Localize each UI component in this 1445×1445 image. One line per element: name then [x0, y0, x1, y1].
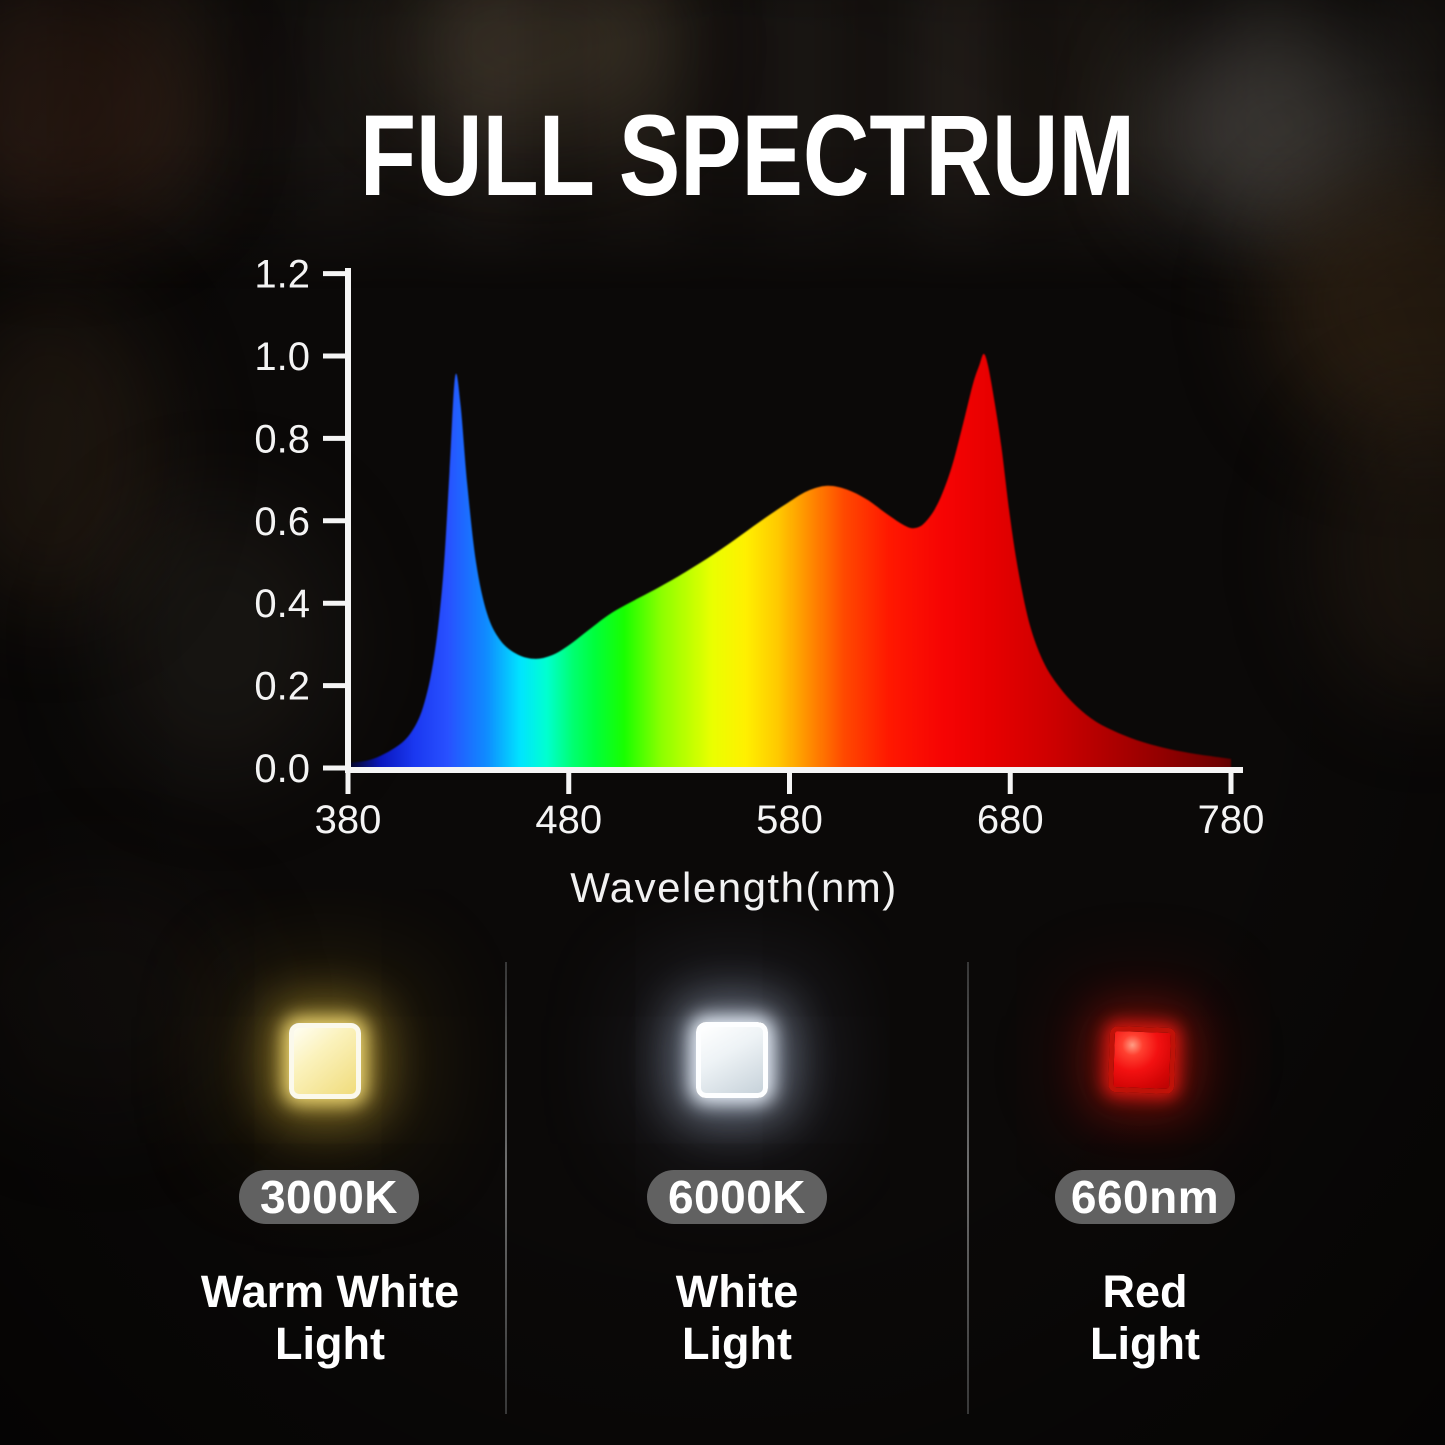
- led-label-warm: Warm White Light: [120, 1266, 540, 1370]
- page-title: FULL SPECTRUM: [0, 99, 1445, 214]
- color-temp-badge-white: 6000K: [647, 1170, 827, 1224]
- x-tick-label: 580: [756, 798, 823, 842]
- red-led-chip: [1107, 1025, 1177, 1095]
- led-label-line: Warm White: [200, 1266, 460, 1317]
- legend-divider: [505, 962, 507, 1414]
- y-tick-label: 1.2: [254, 253, 310, 297]
- color-temp-badge-warm: 3000K: [239, 1170, 419, 1224]
- warm-white-led-chip: [289, 1023, 361, 1099]
- x-tick-label: 380: [315, 798, 382, 842]
- y-tick-label: 0.2: [254, 665, 310, 709]
- chart-axes: [323, 268, 1243, 794]
- y-tick-label: 1.0: [254, 335, 310, 379]
- led-label-line: White: [675, 1266, 799, 1317]
- y-tick-label: 0.8: [254, 417, 310, 461]
- led-label-red: Red Light: [935, 1266, 1355, 1370]
- legend-divider: [967, 962, 969, 1414]
- y-tick-label: 0.0: [254, 747, 310, 791]
- y-tick-label: 0.4: [254, 582, 310, 626]
- x-tick-label: 680: [977, 798, 1044, 842]
- led-label-white: White Light: [527, 1266, 947, 1370]
- y-tick-label: 0.6: [254, 500, 310, 544]
- led-label-line: Light: [682, 1318, 792, 1369]
- wavelength-badge-red: 660nm: [1055, 1170, 1235, 1224]
- x-tick-label: 480: [535, 798, 602, 842]
- x-axis-label: Wavelength(nm): [570, 864, 898, 911]
- white-led-chip: [696, 1022, 768, 1098]
- led-label-line: Red: [1102, 1266, 1188, 1317]
- chart-tick-labels: 0.0 0.2 0.4 0.6 0.8 1.0 1.2 380 480 580 680 780: [254, 253, 1264, 842]
- led-label-line: Light: [275, 1318, 385, 1369]
- x-tick-label: 780: [1198, 798, 1265, 842]
- spectrum-area-series: [348, 353, 1231, 771]
- page-title-text: FULL SPECTRUM: [359, 92, 1136, 220]
- led-label-line: Light: [1090, 1318, 1200, 1369]
